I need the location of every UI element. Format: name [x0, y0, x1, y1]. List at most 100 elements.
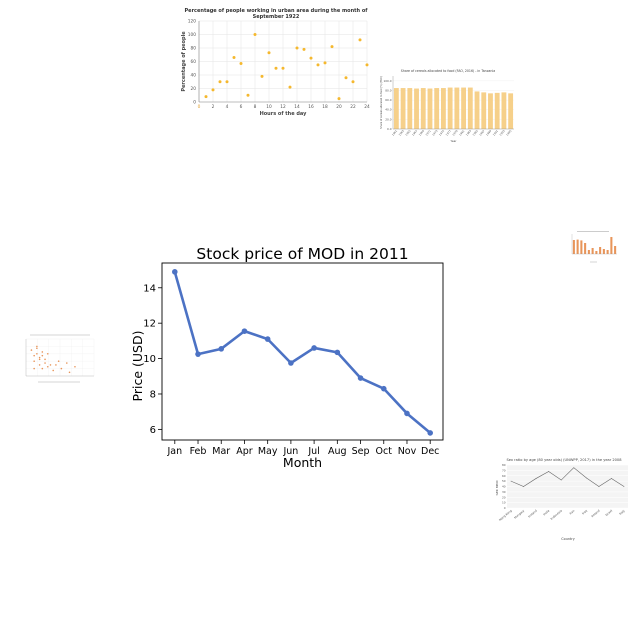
- x-tick-label: Oct: [376, 446, 393, 457]
- y-tick-label: 14: [143, 283, 156, 294]
- bar: [591, 248, 594, 254]
- x-tick-label: 14: [294, 104, 300, 110]
- y-tick-label: 8: [150, 389, 156, 400]
- data-point: [598, 486, 600, 487]
- data-point: [535, 478, 537, 479]
- x-tick-label: 4: [226, 104, 229, 110]
- data-point: [225, 80, 229, 84]
- chart-title: Sex ratio by age (80 year olds) (UNWPP, …: [506, 458, 622, 462]
- data-point: [295, 46, 299, 50]
- data-point: [281, 66, 285, 70]
- x-tick-label: 1991: [492, 129, 500, 137]
- bar: [614, 246, 617, 254]
- x-axis-label: Month: [283, 455, 322, 470]
- bar: [508, 93, 514, 129]
- data-point: [264, 336, 271, 342]
- x-tick-label: Jan: [166, 446, 182, 457]
- bar: [488, 93, 493, 129]
- y-tick-label: 20: [502, 495, 506, 499]
- data-point: [211, 88, 215, 92]
- data-point: [52, 369, 54, 372]
- y-tick-label: 100.0: [383, 79, 391, 83]
- bar: [427, 88, 433, 129]
- y-tick-label: 0: [504, 506, 506, 510]
- bar: [494, 92, 500, 129]
- x-tick-label: Ireland: [590, 509, 600, 519]
- bar: [454, 87, 460, 129]
- chart-title-line-2: September 1922: [253, 14, 300, 20]
- y-tick-label: 60.0: [385, 98, 391, 102]
- bar: [434, 88, 440, 129]
- bar: [602, 249, 605, 254]
- bar: [595, 251, 598, 254]
- x-tick-label: Nov: [398, 446, 417, 457]
- y-tick-label: 6: [150, 425, 156, 436]
- data-point: [44, 358, 46, 361]
- y-tick-label: 80.0: [385, 88, 391, 92]
- plot-frame: [161, 262, 444, 441]
- data-point: [33, 367, 35, 370]
- data-point: [41, 367, 44, 370]
- data-point: [195, 351, 201, 357]
- x-tick-label: 1969: [418, 129, 426, 137]
- data-point: [68, 371, 71, 374]
- y-tick-label: 40.0: [385, 108, 391, 112]
- y-tick-label: 50: [502, 479, 506, 483]
- bar: [414, 88, 419, 129]
- x-tick-label: 12: [280, 104, 286, 110]
- x-tick-label: 1979: [451, 129, 459, 137]
- data-point: [358, 38, 362, 42]
- y-tick-label: 80: [191, 46, 197, 52]
- data-point: [44, 362, 46, 364]
- data-point: [46, 353, 49, 355]
- y-tick-label: 20.0: [385, 117, 391, 121]
- bar: [467, 87, 473, 129]
- sex-ratio-chart-svg: Sex ratio by age (80 year olds) (UNWPP, …: [495, 458, 628, 541]
- y-tick-label: 40: [191, 73, 197, 79]
- x-tick-label: India: [542, 509, 550, 517]
- data-point: [66, 362, 68, 364]
- line-chart-stock-price: Stock price of MOD in 2011 Month Price (…: [130, 242, 450, 472]
- line-chart-svg: Stock price of MOD in 2011 Month Price (…: [130, 245, 444, 470]
- data-point: [232, 55, 236, 59]
- data-point: [357, 375, 364, 381]
- data-point: [239, 62, 243, 66]
- x-tick-label: 1985: [471, 129, 479, 137]
- data-point: [302, 47, 306, 51]
- data-point: [36, 353, 38, 355]
- x-tick-label: 1971: [424, 129, 432, 137]
- x-tick-label: 8: [254, 104, 257, 110]
- x-tick-label: 1963: [398, 129, 406, 137]
- x-tick-label: Apr: [236, 446, 253, 457]
- bar: [584, 243, 587, 254]
- x-tick-label: Feb: [190, 446, 207, 457]
- x-tick-label: 0: [198, 104, 201, 110]
- data-point: [334, 349, 341, 356]
- mini-scatter-chart: [14, 332, 98, 386]
- data-point: [33, 354, 35, 357]
- data-point: [351, 80, 355, 84]
- x-tick-label: Iraq: [581, 509, 588, 516]
- chart-title: Stock price of MOD in 2011: [196, 245, 408, 263]
- y-tick-label: 20: [191, 86, 197, 92]
- y-axis-label: Percentage of people: [181, 31, 187, 92]
- x-tick-label: 2: [212, 104, 215, 110]
- data-point: [330, 45, 334, 49]
- bar: [474, 91, 480, 129]
- bar: [393, 88, 399, 129]
- data-point: [49, 364, 52, 366]
- x-tick-label: Jun: [282, 446, 298, 457]
- x-tick-label: 20: [336, 104, 342, 110]
- x-tick-label: 1995: [505, 129, 513, 137]
- bar: [599, 247, 602, 254]
- mini-bar-chart: [565, 229, 620, 265]
- x-axis-label: Year: [451, 139, 458, 143]
- bar: [580, 240, 583, 254]
- data-point: [36, 347, 38, 350]
- chart-title: Share of cereals allocated to food (FAO,…: [401, 69, 495, 73]
- x-tick-label: Sep: [352, 446, 370, 457]
- x-tick-label: Jul: [307, 446, 319, 457]
- data-point: [267, 51, 271, 55]
- data-point: [274, 66, 278, 70]
- x-tick-label: 1975: [438, 129, 446, 137]
